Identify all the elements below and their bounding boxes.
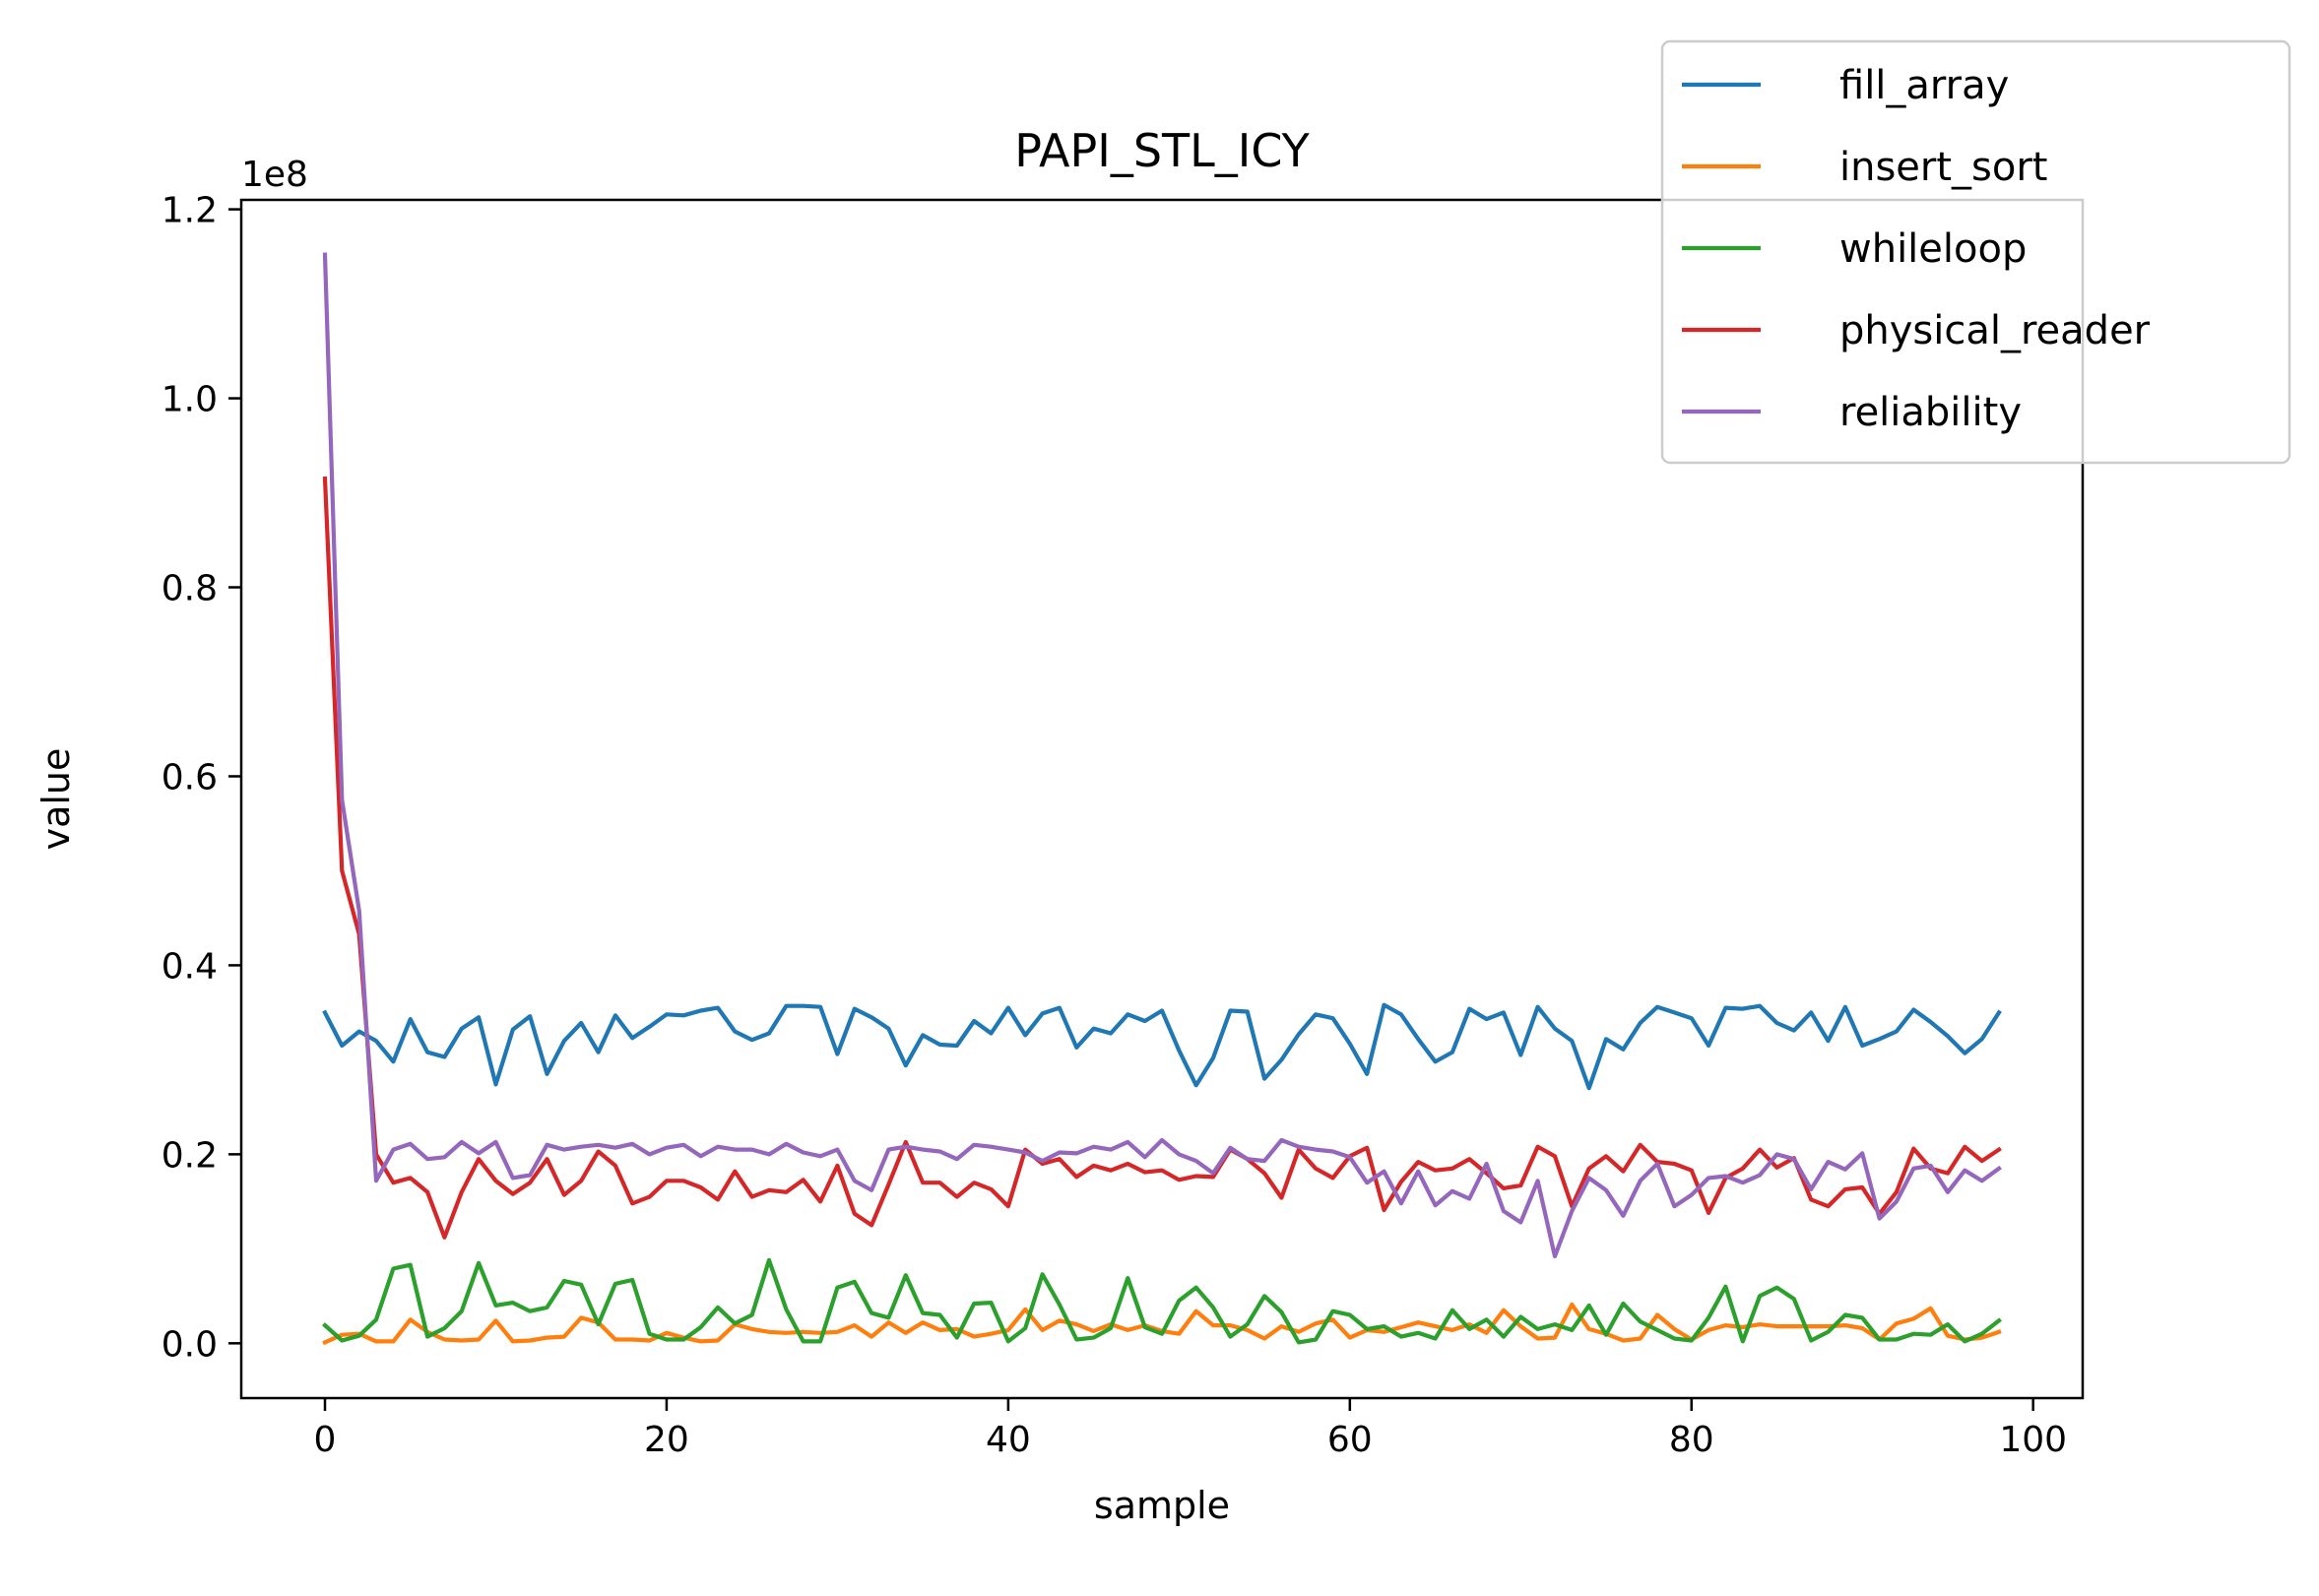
y-tick-label: 0.4 — [161, 946, 218, 987]
x-tick-label: 80 — [1669, 1420, 1714, 1460]
y-axis: 0.0 0.2 0.4 0.6 0.8 1.0 1.2 — [161, 191, 241, 1365]
series-line-fill-array — [322, 1002, 2002, 1091]
y-tick-label: 0.0 — [161, 1324, 218, 1365]
chart-title: PAPI_STL_ICY — [1014, 124, 1310, 177]
series-line-reliability — [322, 252, 2002, 1259]
legend-label-reliability: reliability — [1839, 390, 2022, 435]
plot-frame — [239, 198, 2085, 1400]
legend-label-physical-reader: physical_reader — [1839, 308, 2151, 353]
y-tick-label: 0.6 — [161, 757, 218, 798]
x-tick-label: 20 — [644, 1420, 689, 1460]
x-tick-label: 100 — [1999, 1420, 2067, 1460]
legend-label-fill-array: fill_array — [1839, 63, 2009, 108]
y-axis-label: value — [34, 748, 78, 851]
legend: fill_array insert_sort whileloop physical_r… — [1660, 39, 2291, 465]
x-axis: 0 20 40 60 80 100 — [314, 1398, 2067, 1460]
y-tick-label: 1.0 — [161, 380, 218, 420]
x-tick-label: 0 — [314, 1420, 337, 1460]
y-tick-label: 0.2 — [161, 1135, 218, 1176]
x-tick-label: 40 — [986, 1420, 1031, 1460]
legend-label-whileloop: whileloop — [1839, 226, 2027, 272]
x-tick-label: 60 — [1327, 1420, 1373, 1460]
series-layer — [322, 252, 2002, 1346]
legend-box — [1660, 39, 2291, 465]
series-line-physical-reader — [322, 476, 2002, 1240]
y-scale-label: 1e8 — [241, 155, 308, 195]
y-tick-label: 1.2 — [161, 191, 218, 231]
y-tick-label: 0.8 — [161, 569, 218, 609]
legend-label-insert-sort: insert_sort — [1839, 145, 2047, 190]
x-axis-label: sample — [1094, 1484, 1230, 1527]
series-line-whileloop — [322, 1257, 2002, 1345]
